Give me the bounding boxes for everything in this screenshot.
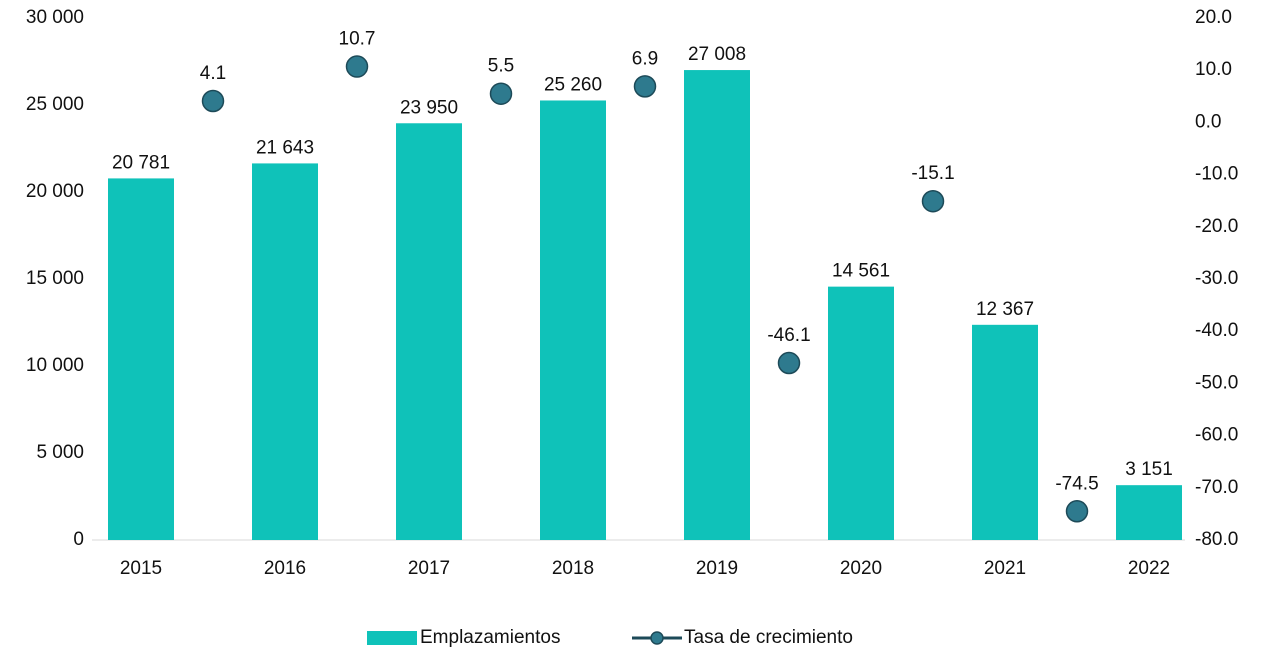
point — [201, 89, 225, 113]
legend-swatch — [650, 631, 664, 645]
y2-tick-label: -70.0 — [1195, 477, 1238, 498]
y2-tick-label: 0.0 — [1195, 111, 1221, 132]
x-tick-label: 2019 — [696, 558, 738, 579]
data-label: -15.1 — [911, 163, 954, 184]
bar — [1116, 485, 1182, 540]
point — [777, 351, 801, 375]
point — [489, 82, 513, 105]
bar — [540, 100, 606, 540]
data-label: 10.7 — [339, 29, 376, 50]
y2-tick-label: -80.0 — [1195, 529, 1238, 550]
bar — [252, 163, 318, 540]
y-tick-label: 20 000 — [26, 181, 84, 202]
legend-label: Emplazamientos — [420, 627, 560, 648]
bar — [972, 324, 1038, 540]
y-tick-label: 5 000 — [36, 442, 84, 463]
y2-tick-label: -20.0 — [1195, 216, 1238, 237]
data-label: 14 561 — [832, 261, 890, 282]
data-label: -46.1 — [767, 325, 810, 346]
data-label: 12 367 — [976, 299, 1034, 320]
data-label: 23 950 — [400, 97, 458, 118]
x-tick-label: 2015 — [120, 558, 162, 579]
y2-tick-label: -10.0 — [1195, 164, 1238, 185]
y2-tick-label: -60.0 — [1195, 425, 1238, 446]
y2-tick-label: -30.0 — [1195, 268, 1238, 289]
y2-tick-label: -40.0 — [1195, 320, 1238, 341]
bar — [828, 286, 894, 540]
data-label: 3 151 — [1125, 459, 1173, 480]
x-tick-label: 2018 — [552, 558, 594, 579]
data-label: -74.5 — [1055, 473, 1098, 494]
y-tick-label: 0 — [73, 529, 84, 550]
y-tick-label: 25 000 — [26, 94, 84, 115]
point — [345, 55, 369, 78]
bar — [396, 123, 462, 541]
bar — [684, 70, 750, 541]
y-tick-label: 10 000 — [26, 355, 84, 376]
data-label: 27 008 — [688, 44, 746, 65]
y2-tick-label: -50.0 — [1195, 372, 1238, 393]
x-tick-label: 2021 — [984, 558, 1026, 579]
legend-swatch — [367, 631, 417, 645]
data-label: 6.9 — [632, 48, 658, 69]
x-tick-label: 2022 — [1128, 558, 1170, 579]
data-label: 25 260 — [544, 74, 602, 95]
point — [633, 75, 657, 98]
point — [1065, 500, 1089, 523]
data-label: 4.1 — [200, 63, 226, 84]
y-tick-label: 15 000 — [26, 268, 84, 289]
x-tick-label: 2020 — [840, 558, 882, 579]
point — [921, 189, 945, 213]
legend-label: Tasa de crecimiento — [684, 627, 853, 648]
y2-tick-label: 10.0 — [1195, 59, 1232, 80]
data-label: 5.5 — [488, 56, 514, 77]
y2-tick-label: 20.0 — [1195, 7, 1232, 28]
bar — [108, 178, 174, 541]
x-tick-label: 2017 — [408, 558, 450, 579]
y-tick-label: 30 000 — [26, 7, 84, 28]
data-label: 21 643 — [256, 137, 314, 158]
data-label: 20 781 — [112, 152, 170, 173]
x-tick-label: 2016 — [264, 558, 306, 579]
